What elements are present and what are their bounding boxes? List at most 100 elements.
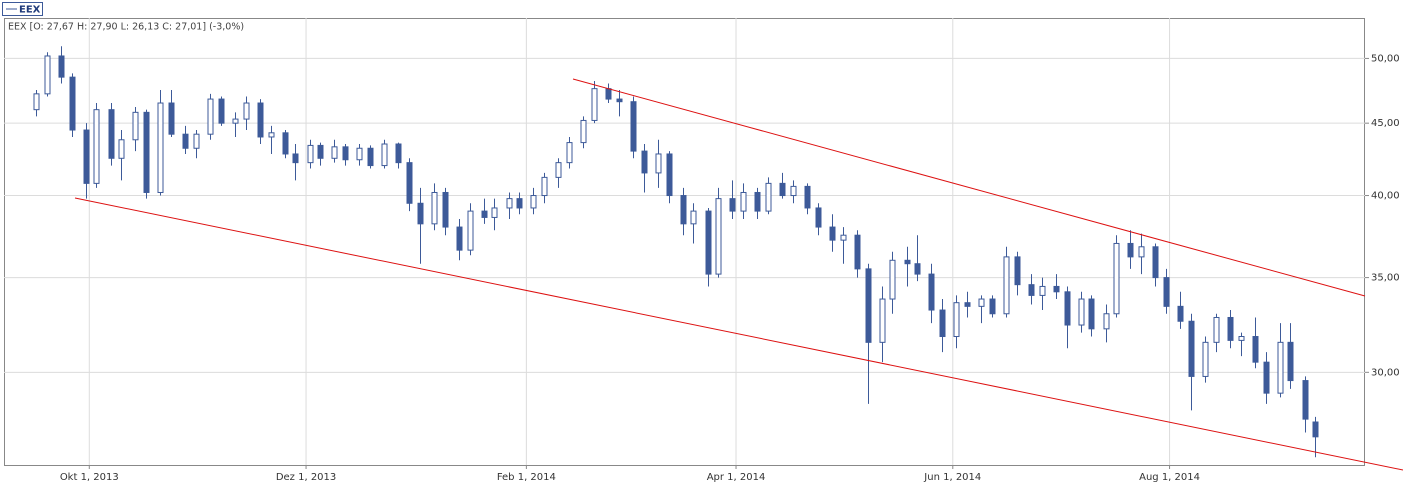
candle-body [680, 195, 687, 225]
candle-body [580, 119, 587, 144]
candle-body [939, 309, 946, 338]
candle-body [854, 234, 861, 270]
candle-body [467, 210, 474, 251]
candle-body [395, 143, 402, 164]
candle-body [989, 298, 996, 315]
candle-body [705, 210, 712, 275]
candle-body [33, 93, 40, 111]
candle-body [168, 102, 175, 135]
candle-body [406, 162, 413, 204]
candle-body [69, 76, 76, 131]
candle-body [555, 162, 562, 178]
x-tick-label: Aug 1, 2014 [1139, 472, 1200, 482]
candle-body [143, 111, 150, 193]
candle-body [541, 176, 548, 197]
candle-body [1039, 285, 1046, 296]
candle-body [257, 102, 264, 138]
candle-body [865, 268, 872, 343]
candle-body [1287, 341, 1294, 382]
candle-body [889, 259, 896, 300]
candle-body [1014, 256, 1021, 286]
candle-body [342, 146, 349, 161]
ohlc-info: EEX [O: 27,67 H: 27,90 L: 26,13 C: 27,01… [8, 22, 244, 33]
y-tick-label: 40,00 [1371, 191, 1400, 202]
y-tick-label: 30,00 [1371, 367, 1400, 378]
candle-body [530, 195, 537, 209]
candle-body [44, 55, 51, 95]
candle-body [232, 118, 239, 124]
candle-body [1263, 361, 1270, 394]
candle-body [1277, 341, 1284, 394]
candle-body [729, 198, 736, 212]
candle-body [904, 259, 911, 265]
candle-body [1152, 246, 1159, 279]
candle-body [740, 191, 747, 212]
candle-body [157, 102, 164, 193]
candle-body [331, 146, 338, 159]
candle-body [83, 129, 90, 184]
x-tick-label: Feb 1, 2014 [497, 472, 556, 482]
candle-body [1064, 291, 1071, 326]
candle-body [616, 98, 623, 103]
candle-body [93, 109, 100, 184]
candle-body [431, 191, 438, 225]
candle-body [829, 226, 836, 241]
candle-body [132, 111, 139, 141]
candle-body [182, 133, 189, 149]
candle-body [108, 109, 115, 159]
candle-body [1177, 305, 1184, 322]
legend-box [2, 2, 43, 16]
candle-body [1163, 277, 1170, 307]
x-tick-label: Apr 1, 2014 [707, 472, 766, 482]
x-tick-label: Okt 1, 2013 [60, 472, 119, 482]
legend-label: EEX [19, 5, 41, 16]
candle-body [207, 98, 214, 135]
candle-body [879, 298, 886, 343]
candle-body [417, 202, 424, 225]
plot-frame [4, 18, 1365, 466]
candle-body [1202, 341, 1209, 377]
candle-body [442, 191, 449, 228]
candle-body [964, 302, 971, 307]
candle-body [243, 102, 250, 120]
candle-body [1028, 284, 1035, 296]
candles [33, 46, 1319, 458]
candle-body [765, 182, 772, 212]
candle-body [1088, 298, 1095, 330]
candle-body [381, 143, 388, 167]
candle-body [193, 133, 200, 149]
candle-body [491, 207, 498, 218]
candle-body [804, 185, 811, 209]
candle-body [218, 98, 225, 124]
candle-body [1252, 336, 1259, 363]
y-tick-label: 35,00 [1371, 273, 1400, 284]
candle-body [118, 139, 125, 159]
candle-body [481, 210, 488, 218]
candle-body [655, 153, 662, 174]
candle-body [1238, 336, 1245, 341]
candle-body [953, 302, 960, 338]
candle-body [666, 153, 673, 197]
candle-body [356, 147, 363, 161]
candle-body [1078, 298, 1085, 326]
candle-body [928, 273, 935, 311]
candle-body [914, 263, 921, 275]
candle-body [591, 88, 598, 121]
candle-body [1302, 380, 1309, 420]
candle-body [1003, 256, 1010, 315]
candle-body [506, 198, 513, 209]
candle-body [1113, 242, 1120, 315]
candle-body [630, 101, 637, 152]
candle-body [754, 191, 761, 212]
candle-body [690, 210, 697, 225]
candle-body [978, 298, 985, 307]
candle-body [1312, 421, 1319, 438]
candle-body [605, 88, 612, 100]
candle-body [456, 226, 463, 251]
resistance-trend-line [572, 78, 1366, 297]
candle-body [715, 198, 722, 275]
candle-body [1213, 316, 1220, 343]
y-tick-label: 45,00 [1371, 118, 1400, 129]
candle-body [516, 198, 523, 209]
x-tick-label: Dez 1, 2013 [276, 472, 336, 482]
